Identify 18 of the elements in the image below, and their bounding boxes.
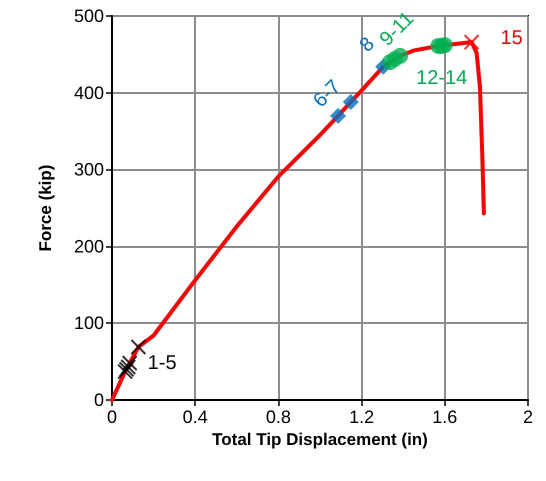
y-tick-label: 100 — [74, 313, 104, 334]
annotation: 1-5 — [148, 352, 177, 374]
y-tick-label: 400 — [74, 82, 104, 103]
y-tick-label: 0 — [94, 390, 104, 410]
x-tick-label: 0.4 — [182, 407, 208, 427]
x-tick-label: 2 — [522, 407, 534, 427]
x-tick-label: 1.6 — [432, 407, 458, 427]
x-axis-title: Total Tip Displacement (in) — [212, 430, 428, 449]
y-tick-label: 300 — [74, 160, 104, 180]
annotation: 15 — [500, 27, 523, 50]
y-tick-label: 200 — [74, 236, 104, 256]
x-tick-label: 0.8 — [266, 407, 291, 427]
x-tick-label: 1.2 — [349, 407, 374, 427]
annotation: 12-14 — [416, 66, 468, 89]
x-tick-label: 0 — [106, 407, 118, 427]
y-axis-title: Force (kip) — [36, 164, 55, 252]
annotation: 6-7 — [309, 76, 346, 112]
y-tick-label: 500 — [74, 6, 104, 26]
